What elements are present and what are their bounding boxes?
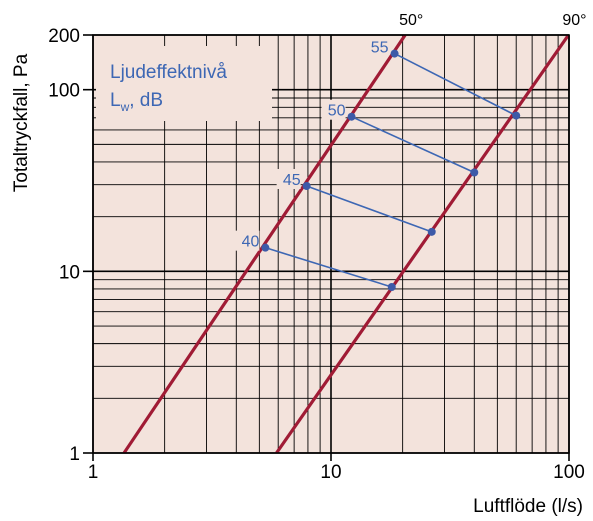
legend-title: Ljudeffektnivå bbox=[110, 62, 227, 83]
y-tick-label: 1 bbox=[69, 444, 80, 465]
legend-background bbox=[96, 46, 272, 121]
marker-55-50-deg bbox=[390, 49, 399, 58]
x-tick-labels: 1 10 100 bbox=[88, 462, 585, 483]
marker-55-90-deg bbox=[512, 111, 521, 120]
marker-50-50-deg bbox=[347, 112, 356, 121]
legend-unit: Lw, dB bbox=[110, 90, 163, 114]
legend: Ljudeffektnivå Lw, dB bbox=[96, 46, 272, 121]
y-axis-label: Totaltryckfall, Pa bbox=[11, 53, 32, 192]
marker-45-50-deg bbox=[302, 181, 311, 190]
marker-45-90-deg bbox=[427, 227, 436, 236]
sound-level-label-bg-40 bbox=[235, 230, 260, 251]
y-tick-label: 10 bbox=[59, 262, 80, 283]
x-tick-label: 10 bbox=[320, 462, 341, 483]
sound-level-label-bg-55 bbox=[364, 36, 389, 57]
y-tick-label: 100 bbox=[48, 81, 80, 102]
sound-level-line-45 bbox=[306, 185, 433, 233]
sound-level-label-bg-45 bbox=[276, 168, 301, 189]
markers bbox=[261, 49, 521, 291]
legend-unit-rest: , dB bbox=[129, 90, 163, 111]
y-tick-labels: 1 10 100 200 bbox=[48, 26, 80, 465]
series-label-90-deg: 90° bbox=[562, 12, 586, 29]
series-label-50-deg: 50° bbox=[399, 12, 423, 29]
marker-40-90-deg bbox=[387, 282, 396, 291]
x-tick-label: 1 bbox=[88, 462, 99, 483]
curve-90-deg bbox=[275, 35, 569, 453]
x-axis-label: Luftflöde (l/s) bbox=[473, 496, 583, 517]
y-tick-label: 200 bbox=[48, 26, 80, 47]
marker-40-50-deg bbox=[261, 243, 270, 252]
sound-level-label-50: 50 bbox=[328, 103, 346, 120]
sound-level-line-50 bbox=[351, 115, 475, 174]
plot-frame bbox=[83, 34, 570, 461]
sound-level-line-55 bbox=[394, 52, 517, 117]
sound-level-label-40: 40 bbox=[242, 234, 260, 251]
series-labels: 50° 90° bbox=[399, 12, 586, 29]
plot-border bbox=[92, 34, 570, 454]
x-tick-label: 100 bbox=[553, 462, 585, 483]
sound-level-line-40 bbox=[265, 246, 392, 288]
sound-level-label-45: 45 bbox=[283, 172, 301, 189]
sound-level-label-bg-50 bbox=[321, 99, 346, 120]
legend-unit-subscript: w bbox=[120, 100, 130, 114]
sound-level-lines bbox=[265, 52, 517, 288]
sound-level-label-55: 55 bbox=[371, 40, 389, 57]
marker-50-90-deg bbox=[470, 168, 479, 177]
legend-unit-main: L bbox=[110, 90, 121, 111]
sound-level-labels: 40 45 50 55 bbox=[235, 36, 389, 251]
